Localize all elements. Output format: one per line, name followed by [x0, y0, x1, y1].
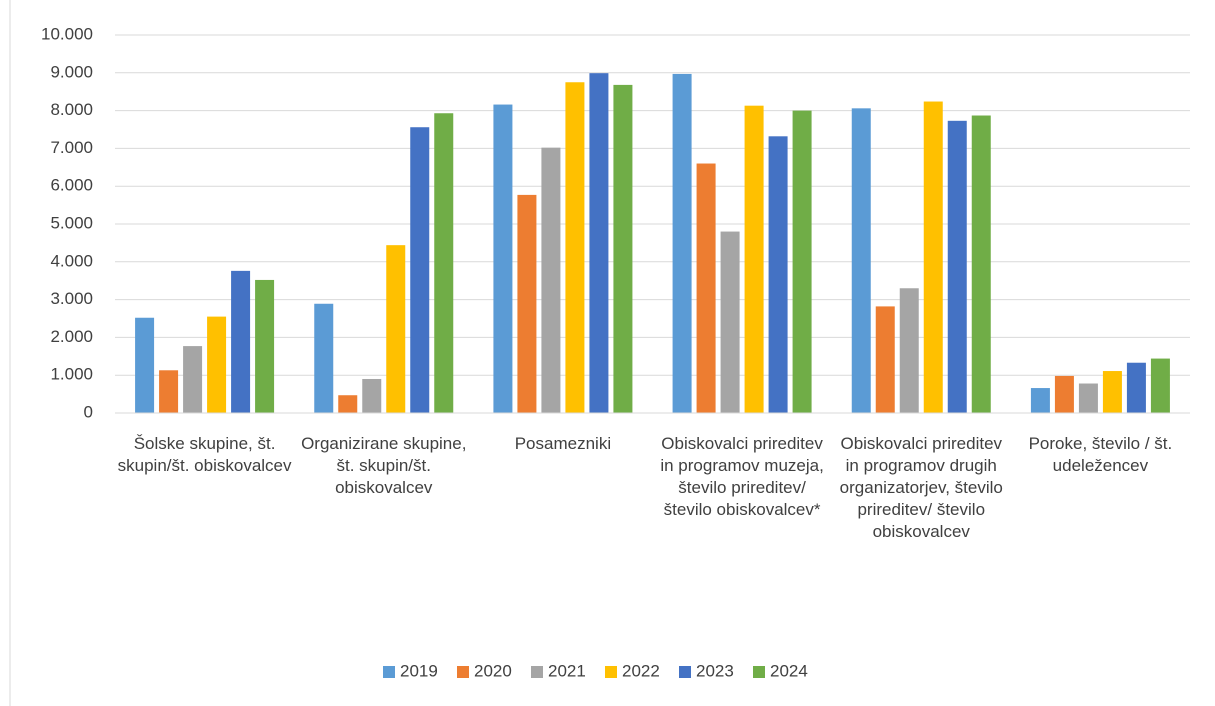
y-tick-label: 2.000 [50, 327, 93, 346]
y-tick-label: 7.000 [50, 138, 93, 157]
legend-swatch [679, 666, 691, 678]
bar [1078, 383, 1098, 413]
bar [1150, 358, 1170, 413]
bar [792, 110, 812, 413]
bar [1030, 388, 1050, 413]
legend-swatch [383, 666, 395, 678]
x-tick-label: Obiskovalci prireditev in programov muze… [660, 434, 824, 519]
bar [1126, 362, 1146, 413]
legend-swatch [457, 666, 469, 678]
y-tick-label: 9.000 [50, 62, 93, 81]
legend-label: 2021 [548, 661, 586, 680]
legend-label: 2019 [400, 661, 438, 680]
bar [386, 245, 406, 413]
bar [947, 120, 967, 413]
x-tick-label: Obiskovalci prireditev in programov drug… [839, 434, 1003, 541]
bar [768, 136, 788, 413]
y-tick-label: 0 [84, 402, 93, 421]
bar [135, 317, 155, 413]
legend-label: 2022 [622, 661, 660, 680]
y-tick-label: 10.000 [41, 24, 93, 43]
bar [183, 346, 203, 413]
legend-swatch [753, 666, 765, 678]
x-tick-label: Poroke, število / št. udeležencev [1028, 434, 1173, 475]
y-tick-label: 6.000 [50, 176, 93, 195]
bar [362, 378, 382, 413]
bar [672, 73, 692, 414]
bar [720, 231, 740, 413]
bar [1102, 371, 1122, 413]
bar [231, 270, 251, 413]
bar [589, 73, 609, 413]
bar [971, 115, 991, 413]
bar [923, 101, 943, 413]
bar [159, 370, 179, 413]
legend-label: 2023 [696, 661, 734, 680]
bar [899, 288, 919, 413]
bar [541, 147, 561, 414]
bar [338, 395, 358, 413]
bar [517, 194, 537, 413]
y-tick-label: 1.000 [50, 365, 93, 384]
legend-label: 2020 [474, 661, 512, 680]
bar [1054, 375, 1074, 413]
bar [493, 104, 513, 413]
bar [613, 84, 633, 414]
bar [875, 306, 895, 413]
bar [314, 303, 334, 413]
bar [696, 163, 716, 413]
bar [434, 113, 454, 413]
bar [851, 108, 871, 413]
legend-swatch [531, 666, 543, 678]
x-tick-label: Organizirane skupine, št. skupin/št. obi… [301, 434, 467, 497]
bar [207, 316, 227, 413]
legend-label: 2024 [770, 661, 808, 680]
bar [255, 279, 275, 413]
x-tick-label: Šolske skupine, št. skupin/št. obiskoval… [117, 434, 292, 475]
bar [744, 105, 764, 413]
x-tick-label: Posamezniki [514, 434, 612, 453]
y-tick-label: 8.000 [50, 100, 93, 119]
bar [565, 82, 585, 413]
legend-swatch [605, 666, 617, 678]
bar [410, 127, 430, 414]
y-tick-label: 5.000 [50, 213, 93, 232]
y-tick-label: 3.000 [50, 289, 93, 308]
y-tick-label: 4.000 [50, 251, 93, 270]
